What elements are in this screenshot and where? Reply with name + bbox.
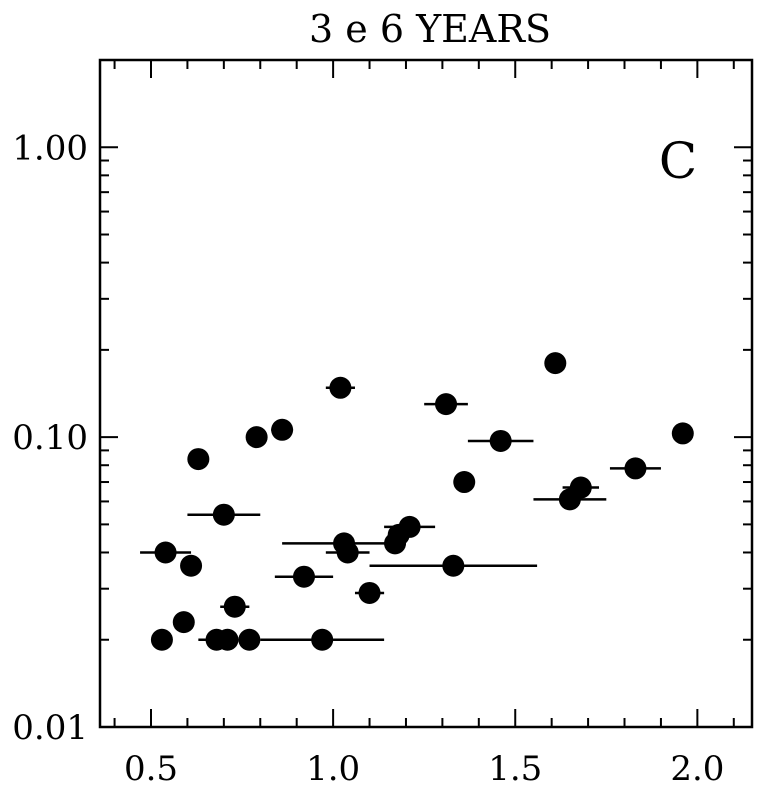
data-point xyxy=(442,554,465,577)
data-point xyxy=(311,628,334,651)
y-tick-label: 1.00 xyxy=(12,128,88,168)
y-tick-label: 0.01 xyxy=(12,708,88,748)
y-tick-label: 0.10 xyxy=(12,418,88,458)
data-point xyxy=(187,448,210,471)
data-point xyxy=(292,565,315,588)
chart-title: 3 e 6 YEARS xyxy=(309,7,551,51)
data-point xyxy=(245,426,268,449)
axis-ticks xyxy=(100,59,752,728)
data-point xyxy=(358,581,381,604)
data-point xyxy=(489,429,512,452)
data-point xyxy=(216,628,239,651)
data-point xyxy=(329,376,352,399)
x-tick-label: 0.5 xyxy=(124,749,178,789)
data-point xyxy=(671,422,694,445)
data-point xyxy=(624,457,647,480)
data-point xyxy=(453,471,476,494)
data-point xyxy=(544,352,567,375)
data-point xyxy=(180,554,203,577)
data-point xyxy=(172,611,195,634)
plot-frame xyxy=(98,58,754,729)
data-points xyxy=(150,352,694,651)
data-point xyxy=(223,595,246,618)
data-point xyxy=(569,476,592,499)
data-point xyxy=(336,541,359,564)
data-point xyxy=(271,418,294,441)
data-point xyxy=(154,541,177,564)
panel-label: C xyxy=(659,132,697,190)
x-tick-label: 2.0 xyxy=(670,749,724,789)
data-point xyxy=(435,393,458,416)
data-point xyxy=(398,515,421,538)
data-point xyxy=(238,628,261,651)
data-point xyxy=(212,503,235,526)
y-axis-tick-labels: 0.01 0.10 1.00 xyxy=(12,128,88,748)
x-tick-label: 1.5 xyxy=(488,749,542,789)
x-tick-label: 1.0 xyxy=(306,749,360,789)
data-point xyxy=(150,628,173,651)
x-axis-tick-labels: 0.5 1.0 1.5 2.0 xyxy=(124,749,724,789)
